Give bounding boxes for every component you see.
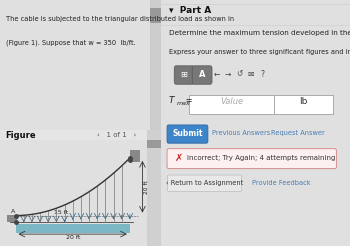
Bar [130, 150, 140, 162]
Text: =: = [183, 96, 193, 105]
Text: lb: lb [300, 97, 308, 106]
Text: Previous Answers: Previous Answers [212, 130, 270, 136]
Text: B: B [132, 151, 136, 156]
Text: (Figure 1). Suppose that w = 350  lb/ft.: (Figure 1). Suppose that w = 350 lb/ft. [6, 39, 136, 46]
Text: Submit: Submit [172, 129, 203, 138]
Text: T: T [169, 96, 174, 105]
Bar [0, 130, 161, 140]
Text: Request Answer: Request Answer [271, 130, 324, 136]
Text: ‹   1 of 1   ›: ‹ 1 of 1 › [97, 132, 136, 138]
Bar [147, 140, 161, 148]
Text: Figure: Figure [5, 131, 35, 139]
Text: ‹ Return to Assignment: ‹ Return to Assignment [166, 180, 243, 186]
FancyBboxPatch shape [274, 95, 333, 114]
FancyBboxPatch shape [167, 175, 241, 191]
Text: →: → [225, 70, 231, 78]
Text: Express your answer to three significant figures and include the appropriate uni: Express your answer to three significant… [169, 49, 350, 55]
FancyBboxPatch shape [174, 66, 194, 84]
Text: Incorrect; Try Again; 4 attempts remaining: Incorrect; Try Again; 4 attempts remaini… [188, 155, 336, 161]
Text: 20 ft: 20 ft [144, 180, 149, 194]
Text: A: A [10, 209, 15, 214]
Text: The cable is subjected to the triangular distributed load as shown in: The cable is subjected to the triangular… [6, 16, 235, 22]
FancyBboxPatch shape [167, 125, 208, 143]
Bar [147, 130, 161, 246]
FancyBboxPatch shape [167, 149, 336, 169]
Text: ←: ← [214, 70, 220, 78]
Text: A: A [199, 70, 205, 78]
Text: ▾  Part A: ▾ Part A [169, 6, 211, 15]
Text: ?: ? [260, 70, 264, 78]
Text: Provide Feedback: Provide Feedback [252, 180, 310, 186]
FancyBboxPatch shape [192, 66, 212, 84]
Text: 20 ft: 20 ft [65, 235, 80, 240]
Bar [7, 215, 15, 222]
Text: ✉: ✉ [247, 70, 254, 78]
Text: ⊞: ⊞ [181, 70, 188, 78]
Text: ✗: ✗ [175, 153, 183, 163]
Text: ↺: ↺ [236, 70, 243, 78]
Bar [150, 8, 161, 23]
Text: Determine the maximum tension developed in the cable.: Determine the maximum tension developed … [169, 30, 350, 35]
Text: 15 ft: 15 ft [54, 210, 68, 215]
FancyBboxPatch shape [189, 95, 274, 114]
Bar [150, 0, 161, 130]
Bar [15, 224, 130, 233]
Text: max: max [177, 101, 191, 106]
Text: Value: Value [220, 97, 244, 106]
